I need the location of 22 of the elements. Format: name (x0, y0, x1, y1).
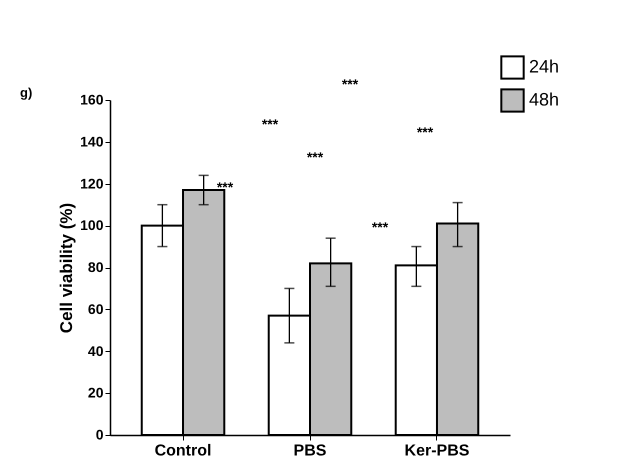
legend-label: 24h (529, 56, 560, 76)
annotation: *** (306, 149, 324, 165)
y-tick-label: 0 (96, 426, 104, 442)
text: *** (342, 76, 359, 92)
x-tick-label: Control (154, 442, 212, 460)
annotation: *** (216, 179, 234, 195)
y-tick-label: 100 (80, 217, 104, 234)
y-tick-label: 60 (88, 300, 104, 317)
y-tick-label: 20 (88, 384, 104, 401)
y-axis-title: Cell viability (%) (57, 202, 76, 334)
legend-label: 48h (529, 90, 560, 110)
x-tick-label: PBS (294, 442, 327, 460)
x-tick-label: Ker-PBS (404, 442, 470, 460)
annotation: *** (372, 219, 389, 235)
annotation: *** (416, 124, 434, 140)
y-tick-label: 160 (80, 92, 104, 108)
y-tick-label: 40 (88, 342, 104, 359)
y-tick-label: 120 (80, 175, 104, 192)
y-tick-label: 140 (80, 133, 104, 150)
y-tick-label: 80 (88, 259, 104, 275)
text: g) (20, 85, 32, 100)
annotation: *** (262, 116, 279, 132)
